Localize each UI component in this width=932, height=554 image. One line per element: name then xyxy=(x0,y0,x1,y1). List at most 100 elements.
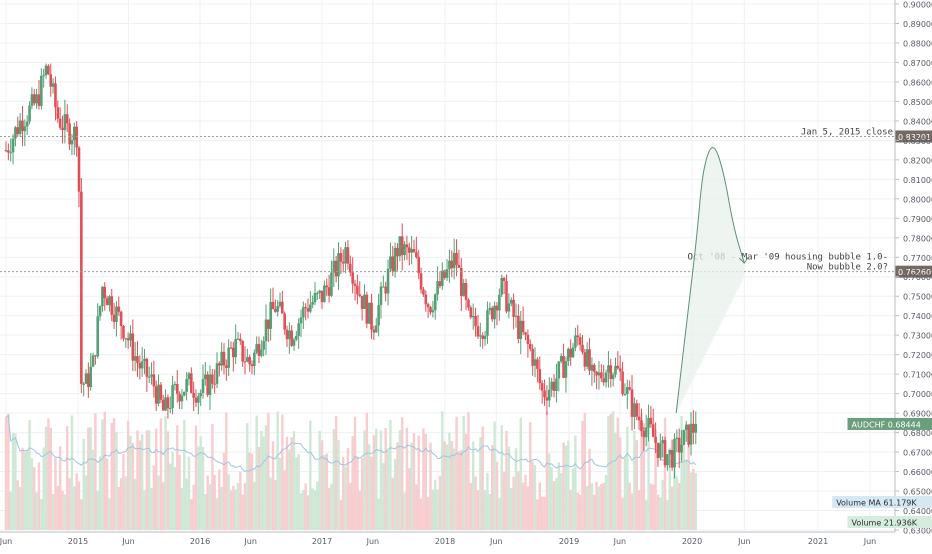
candle-body xyxy=(106,298,109,305)
volume-bar xyxy=(167,431,169,530)
candle-body xyxy=(690,424,693,445)
volume-bar xyxy=(434,480,436,530)
volume-bar xyxy=(68,478,70,530)
candle-body xyxy=(47,66,50,75)
volume-bar xyxy=(687,434,689,530)
volume-bar xyxy=(293,431,295,530)
candle-body xyxy=(246,357,249,361)
candle-body xyxy=(92,355,95,366)
volume-bar xyxy=(279,458,281,530)
volume-bar xyxy=(125,476,127,530)
candle-body xyxy=(260,350,263,356)
candle-body xyxy=(676,438,679,439)
candle-body xyxy=(103,287,106,298)
volume-bar xyxy=(415,484,417,530)
candle-body xyxy=(612,375,615,379)
volume-bar xyxy=(392,478,394,530)
candle-body xyxy=(323,286,326,303)
candle-body xyxy=(230,348,233,349)
volume-bar xyxy=(628,483,630,530)
candle-body xyxy=(543,391,546,398)
candle-body xyxy=(481,335,484,339)
volume-bar xyxy=(505,431,507,530)
volume-bar xyxy=(387,451,389,530)
volume-bar xyxy=(562,443,564,530)
volume-bar xyxy=(218,469,220,530)
candle-body xyxy=(635,403,638,416)
candle-body xyxy=(195,398,198,403)
candle-body xyxy=(558,362,561,379)
candle-body xyxy=(146,359,149,377)
candle-body xyxy=(42,75,45,76)
volume-bar xyxy=(318,431,320,530)
volume-bar xyxy=(593,495,595,530)
volume-bar xyxy=(524,475,526,530)
volume-bar xyxy=(370,457,372,530)
candle-body xyxy=(136,356,139,363)
candle-body xyxy=(489,308,492,310)
volume-bar xyxy=(14,433,16,530)
volume-bar xyxy=(136,430,138,530)
candle-body xyxy=(377,305,380,326)
candle-body xyxy=(446,269,449,278)
candle-body xyxy=(293,340,296,346)
volume-bar xyxy=(227,474,229,530)
volume-bar xyxy=(581,421,583,530)
candle-body xyxy=(477,326,480,336)
volume-bar xyxy=(143,490,145,530)
candle-body xyxy=(49,74,52,86)
volume-bar xyxy=(610,414,612,530)
candle-body xyxy=(253,353,256,366)
candle-body xyxy=(347,247,350,264)
volume-bar xyxy=(676,476,678,530)
volume-bar xyxy=(321,440,323,530)
candle-body xyxy=(609,365,612,379)
candle-body xyxy=(470,308,473,318)
candle-body xyxy=(314,293,317,302)
volume-bar xyxy=(155,429,157,530)
time-tick-label: 2019 xyxy=(559,537,579,546)
candle-body xyxy=(380,287,383,305)
volume-bar xyxy=(290,437,292,530)
volume-bar xyxy=(439,476,441,530)
candle-body xyxy=(311,302,314,304)
candle-body xyxy=(536,359,539,369)
candle-body xyxy=(160,385,163,400)
candle-body xyxy=(467,300,470,308)
candle-body xyxy=(436,281,439,294)
volume-bar xyxy=(150,488,152,530)
volume-bar xyxy=(267,413,269,530)
volume-bar xyxy=(422,428,424,530)
candle-body xyxy=(512,300,515,317)
candle-body xyxy=(54,83,57,107)
candle-body xyxy=(668,450,671,454)
volume-bar xyxy=(595,482,597,530)
volume-bar xyxy=(650,484,652,530)
volume-bar xyxy=(410,443,412,530)
candle-body xyxy=(251,364,254,366)
volume-bar xyxy=(541,497,543,530)
volume-bar xyxy=(368,444,370,530)
candle-body xyxy=(368,303,371,324)
candle-body xyxy=(265,320,268,342)
volume-bar xyxy=(176,425,178,530)
volume-bar xyxy=(99,456,101,530)
volume-bar xyxy=(118,487,120,530)
time-tick-label: Jun xyxy=(243,537,257,546)
candle-body xyxy=(678,438,681,453)
candle-body xyxy=(522,321,525,332)
time-tick-label: Jun xyxy=(863,537,877,546)
volume-bar xyxy=(333,429,335,530)
volume-bar xyxy=(171,452,173,530)
volume-bar xyxy=(508,447,510,530)
volume-bar xyxy=(127,421,129,530)
candle-body xyxy=(529,344,532,349)
